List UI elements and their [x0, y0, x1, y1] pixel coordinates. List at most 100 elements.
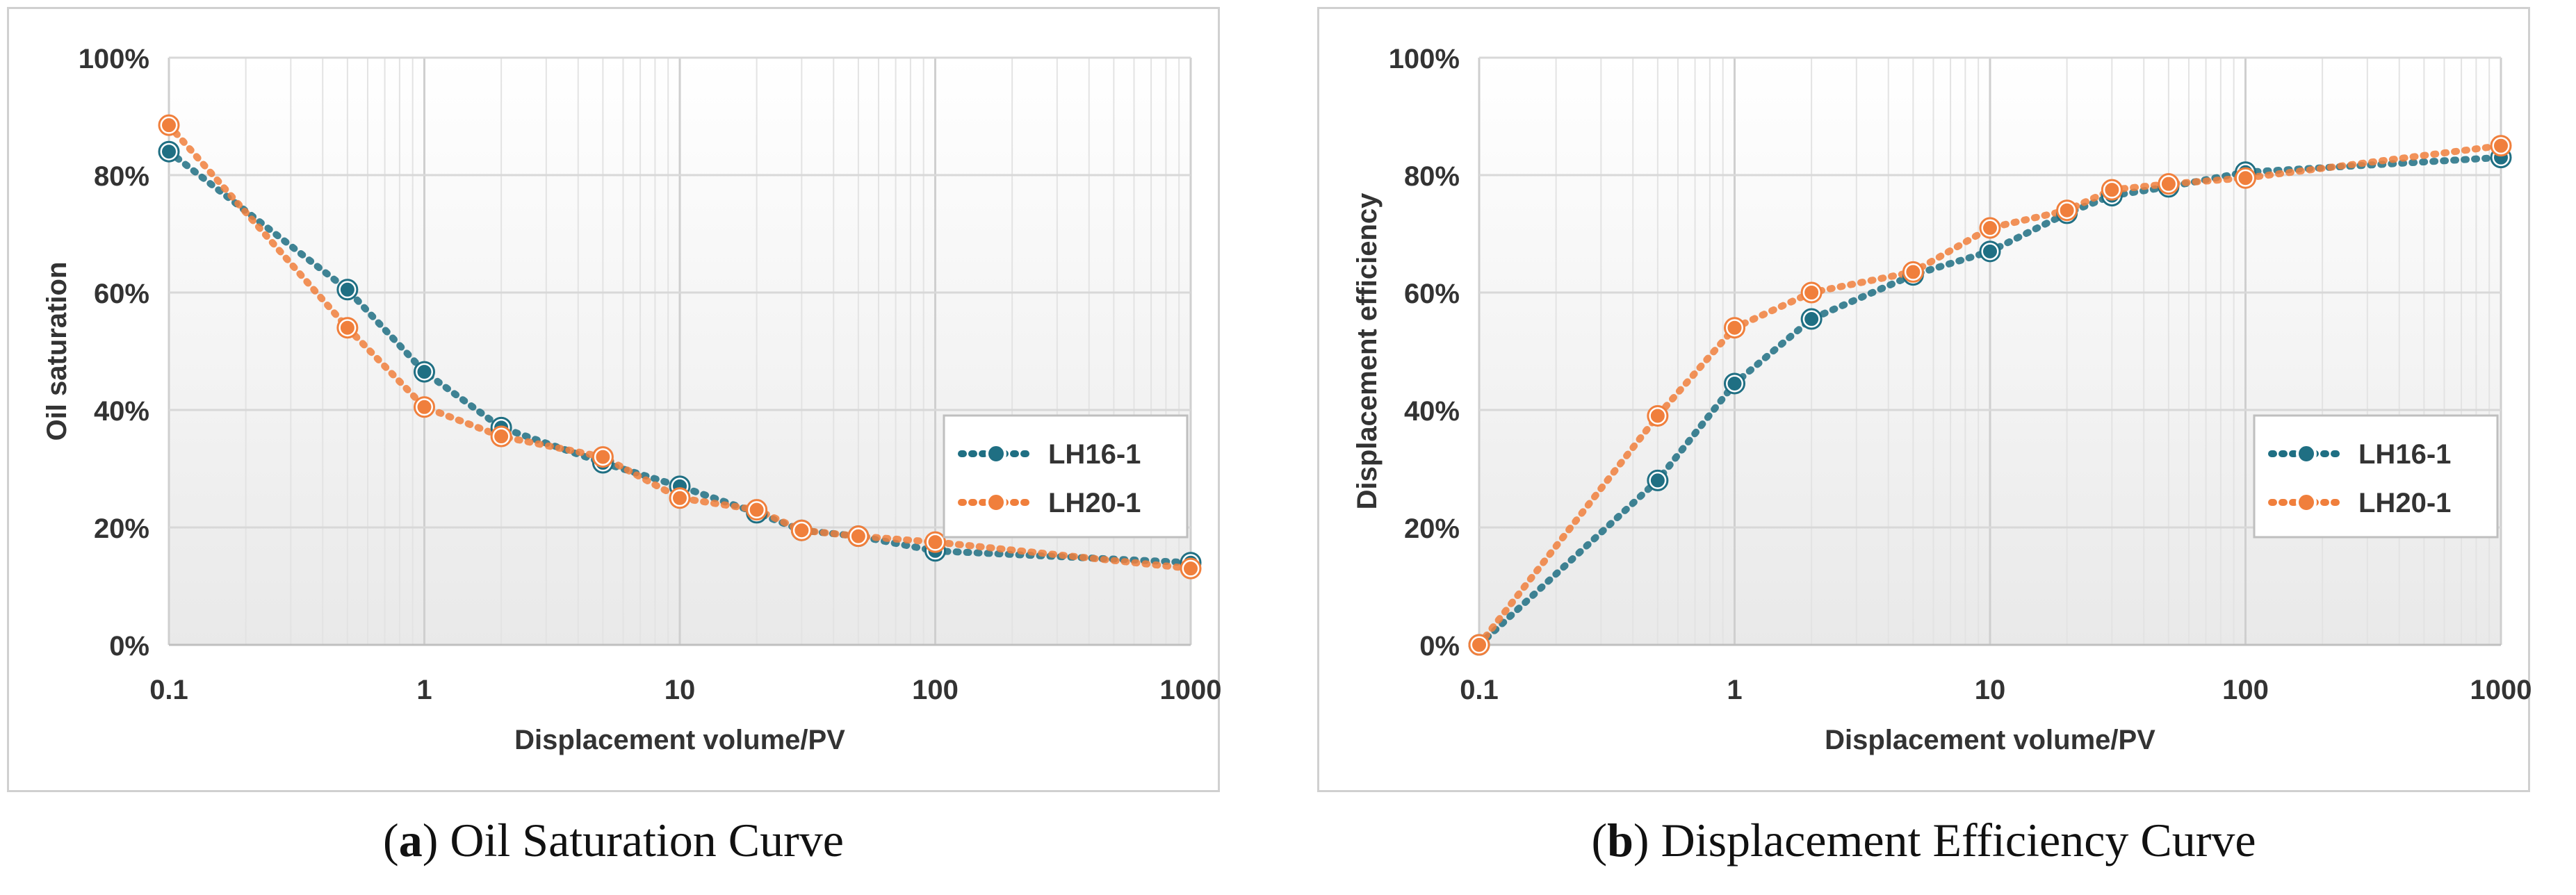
data-point-LH20-1 [337, 318, 357, 338]
data-point-ring [158, 114, 180, 136]
legend-box [2253, 414, 2499, 539]
data-point-ring [2490, 135, 2512, 157]
data-point-LH16-1 [1980, 241, 2000, 261]
data-point-ring [847, 525, 870, 548]
legend-marker-LH20-1 [2296, 492, 2317, 513]
x-axis-title: Displacement volume/PV [1825, 725, 2155, 755]
legend-label: LH16-1 [1048, 439, 1141, 470]
legend-label: LH16-1 [2358, 439, 2451, 470]
data-point-ring [669, 487, 691, 509]
chart-panel-b: 0% 20% 40% 60% 80% 100% 0.1 1 10 100 1000 Displacem… [1317, 7, 2532, 792]
caption-b-letter: b [1607, 814, 1633, 867]
chart-panel-a: 0% 20% 40% 60% 80% 100% 0.1 1 10 100 1000 Displacem… [7, 7, 1221, 792]
data-point-ring [1979, 240, 2001, 263]
legend-marker-LH20-1 [986, 492, 1006, 513]
data-point-ring [1724, 372, 1745, 395]
data-point-ring [592, 446, 614, 468]
data-point-LH20-1 [792, 520, 812, 541]
data-point-ring [2235, 167, 2256, 189]
data-point-LH20-1 [593, 447, 613, 467]
data-point-ring [336, 317, 359, 339]
data-point-ring [1724, 317, 1745, 339]
data-point-LH16-1 [337, 279, 357, 299]
data-point-LH20-1 [1725, 318, 1745, 338]
x-tick-label: 100 [912, 675, 959, 705]
legend-marker-LH16-1 [986, 443, 1006, 464]
data-point-ring [2056, 199, 2078, 222]
data-point-ring [414, 396, 435, 418]
data-point-ring [414, 361, 435, 383]
displacement-efficiency-chart: 0% 20% 40% 60% 80% 100% 0.1 1 10 100 1000 Displacem… [1352, 44, 2532, 755]
data-point-LH20-1 [1903, 262, 1923, 282]
data-point-ring [1902, 261, 1924, 283]
x-tick-label: 1000 [2470, 675, 2532, 705]
caption-a-letter: a [398, 814, 423, 867]
x-tick-label: 1 [1727, 675, 1742, 705]
y-axis-title: Displacement efficiency [1352, 192, 1383, 509]
x-tick-label: 0.1 [1460, 675, 1499, 705]
data-point-LH20-1 [1647, 406, 1668, 426]
data-point-ring [1647, 404, 1669, 427]
data-point-LH16-1 [159, 142, 179, 162]
caption-b-text: Displacement Efficiency Curve [1649, 814, 2256, 867]
y-tick-label: 100% [1389, 44, 1460, 74]
data-point-ring [490, 425, 512, 448]
y-axis-title: Oil saturation [42, 262, 72, 441]
data-point-LH20-1 [670, 488, 690, 508]
caption-a: (a) Oil Saturation Curve [383, 814, 844, 867]
x-tick-label: 100 [2222, 675, 2269, 705]
y-tick-label: 20% [1404, 514, 1460, 544]
y-tick-label: 40% [1404, 396, 1460, 427]
x-axis-title: Displacement volume/PV [514, 725, 845, 755]
data-point-LH20-1 [491, 427, 512, 447]
data-point-ring [1800, 281, 1823, 304]
data-point-LH20-1 [2235, 168, 2256, 188]
y-tick-label: 0% [1419, 631, 1460, 662]
data-point-ring [2101, 179, 2123, 201]
data-point-ring [1180, 557, 1202, 580]
data-point-ring [1800, 308, 1823, 330]
y-tick-label: 60% [1404, 279, 1460, 309]
data-point-ring [158, 140, 180, 163]
data-point-ring [1647, 469, 1669, 491]
data-point-LH20-1 [414, 397, 434, 417]
data-point-ring [2158, 173, 2180, 195]
data-point-ring [924, 531, 946, 553]
data-point-LH20-1 [2491, 136, 2511, 156]
data-point-LH20-1 [848, 526, 868, 546]
y-tick-label: 80% [1404, 161, 1460, 192]
data-point-LH20-1 [2057, 200, 2077, 220]
legend-box [943, 414, 1189, 539]
series-line-LH20-1 [1476, 142, 2504, 648]
x-tick-label: 1 [416, 675, 432, 705]
data-point-LH16-1 [1647, 470, 1668, 491]
data-point-ring [746, 499, 768, 521]
data-point-LH16-1 [414, 362, 434, 382]
data-point-LH20-1 [2158, 174, 2178, 194]
data-point-LH20-1 [747, 500, 767, 520]
y-tick-label: 0% [109, 631, 149, 662]
data-point-ring [336, 279, 359, 301]
legend-label: LH20-1 [1048, 488, 1141, 518]
caption-a-text: Oil Saturation Curve [438, 814, 844, 867]
x-tick-label: 10 [665, 675, 696, 705]
data-point-LH20-1 [1802, 283, 1822, 302]
legend-label: LH20-1 [2358, 488, 2451, 518]
caption-b: (b) Displacement Efficiency Curve [1591, 814, 2256, 867]
data-point-ring [790, 519, 813, 541]
data-point-ring [1979, 217, 2001, 239]
data-point-LH16-1 [1802, 309, 1822, 329]
oil-saturation-chart: 0% 20% 40% 60% 80% 100% 0.1 1 10 100 1000 Displacem… [42, 44, 1221, 755]
y-tick-label: 80% [94, 161, 149, 192]
x-tick-label: 10 [1975, 675, 2006, 705]
y-tick-label: 60% [94, 279, 149, 309]
y-tick-label: 40% [94, 396, 149, 427]
data-point-LH20-1 [2102, 180, 2122, 200]
data-point-ring [1468, 634, 1490, 656]
y-tick-label: 100% [79, 44, 149, 74]
data-point-LH16-1 [1725, 373, 1745, 393]
x-tick-label: 0.1 [149, 675, 188, 705]
data-point-LH20-1 [1980, 218, 2000, 238]
y-tick-label: 20% [94, 514, 149, 544]
data-point-LH20-1 [1181, 559, 1200, 579]
